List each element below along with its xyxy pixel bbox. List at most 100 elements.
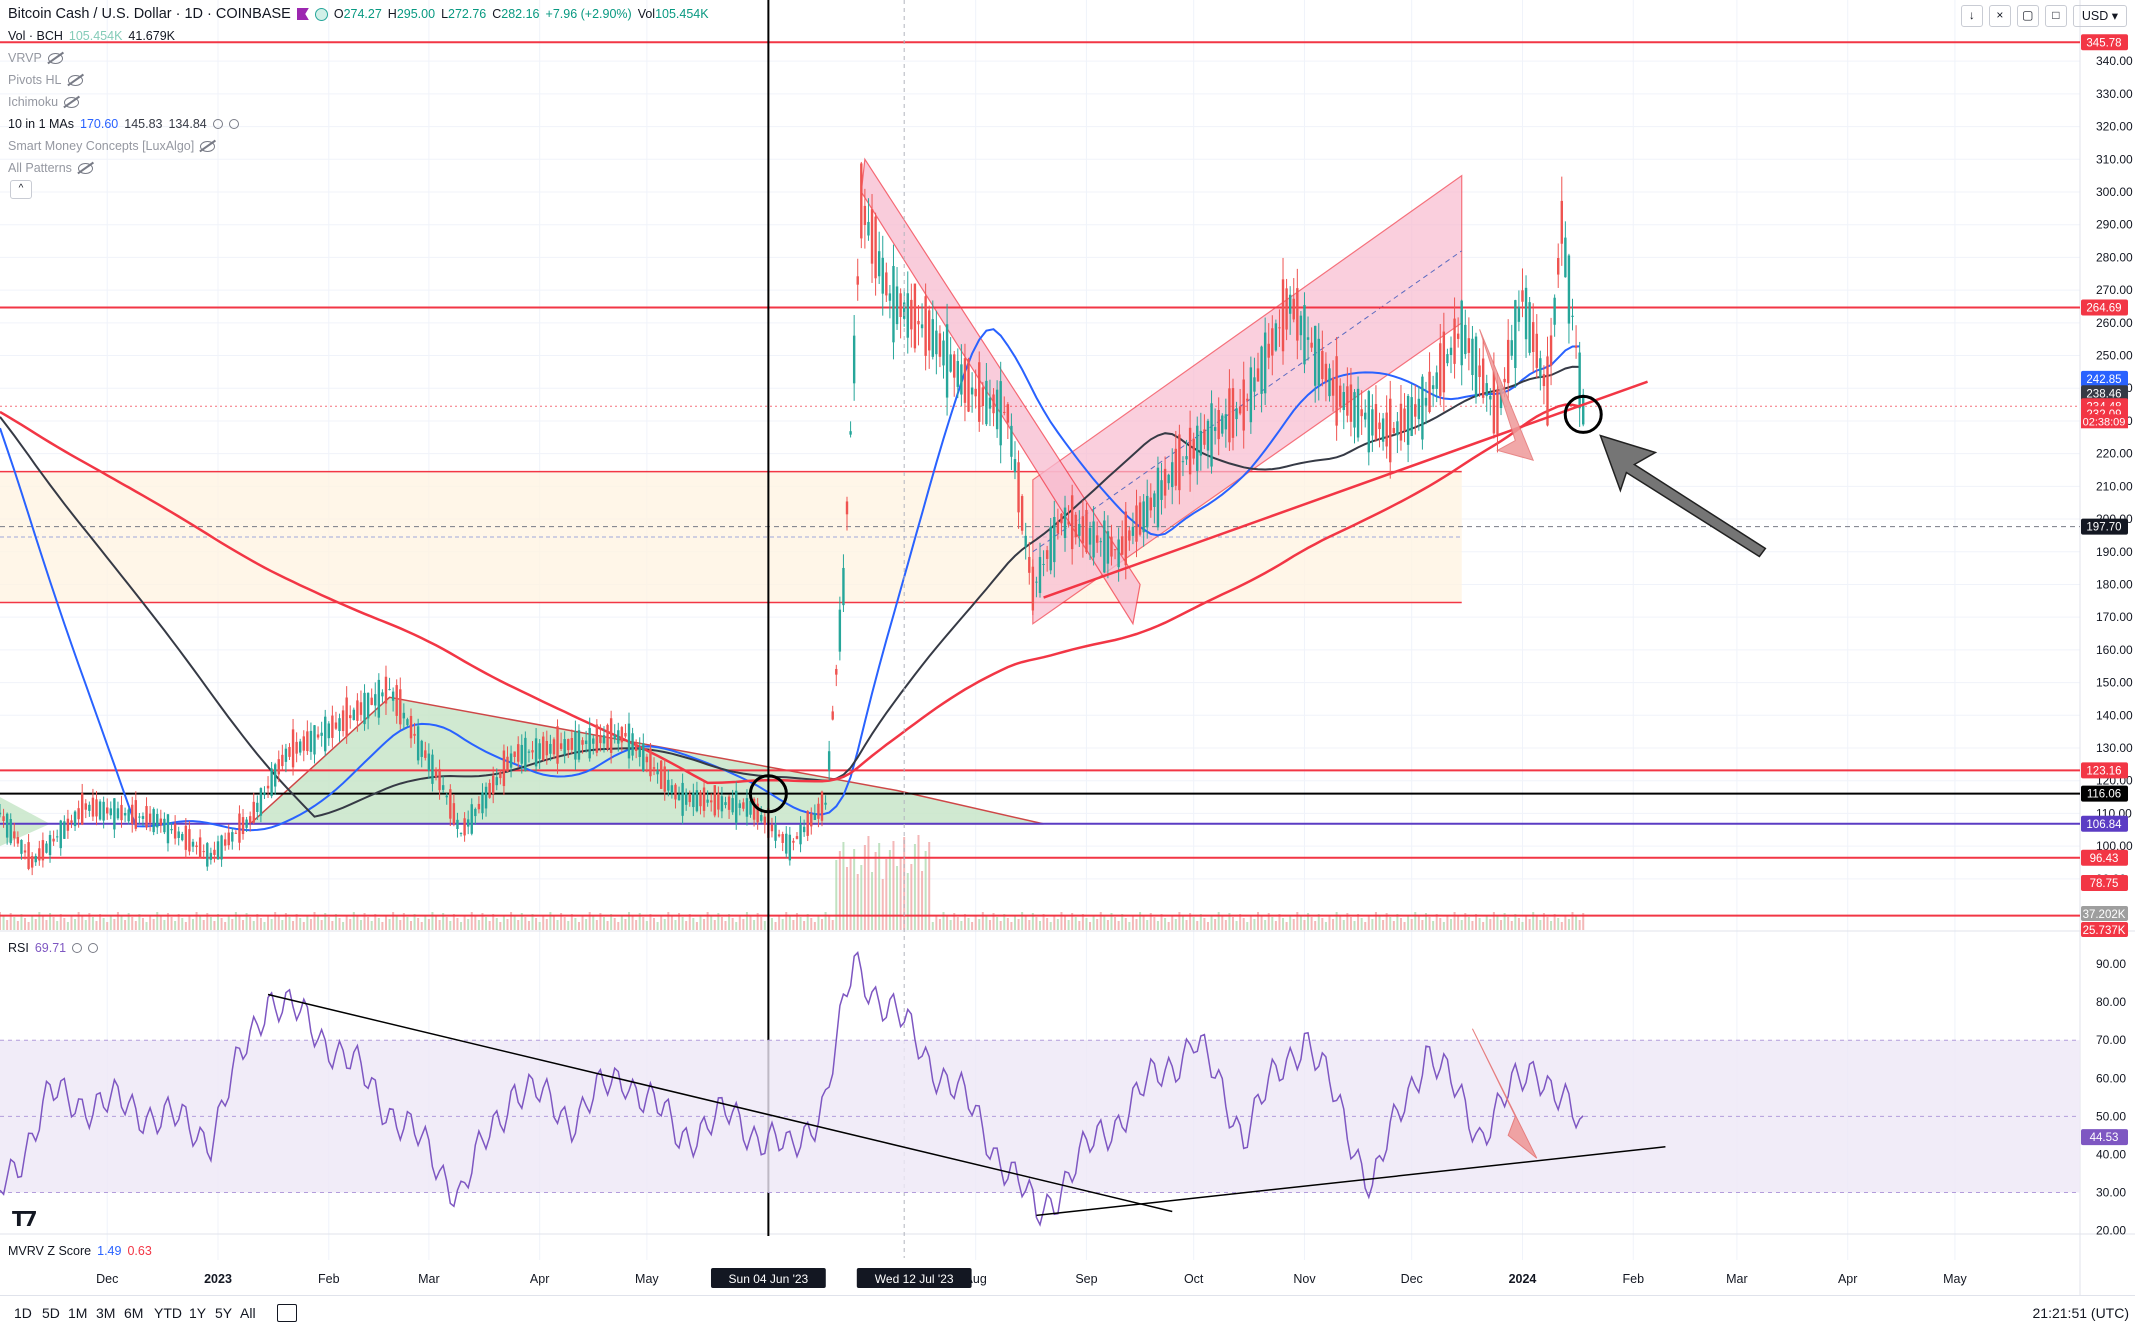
candle-body [377, 679, 381, 718]
tf-button-3m[interactable]: 3M [96, 1305, 116, 1321]
pivots-name[interactable]: Pivots HL [8, 73, 62, 87]
settings-icon[interactable] [212, 119, 223, 129]
volume-bar [227, 915, 230, 930]
calendar-icon[interactable] [277, 1304, 297, 1322]
candle-body [910, 299, 913, 330]
candle-body [731, 798, 734, 813]
volume-bar [817, 915, 820, 930]
tradingview-logo[interactable]: T7 [12, 1207, 38, 1231]
settings-icon[interactable] [72, 943, 83, 953]
level-price-tag: 116.06 [2087, 789, 2121, 801]
candle-body [1506, 339, 1510, 384]
hidden-eye-icon[interactable] [67, 74, 83, 86]
volume-bar [1206, 922, 1209, 930]
candle-body [949, 354, 952, 372]
more-icon[interactable] [88, 943, 99, 953]
rsi-legend[interactable]: RSI 69.71 [8, 941, 99, 955]
hidden-eye-icon[interactable] [64, 96, 80, 108]
candle-body [324, 716, 327, 752]
close-icon[interactable]: × [1988, 5, 2011, 27]
hidden-eye-icon[interactable] [47, 52, 63, 64]
candle-body [1510, 340, 1513, 356]
volume-bar [574, 918, 577, 930]
candle-body [860, 163, 863, 239]
arrow-annotation [1599, 434, 1767, 558]
clock-display[interactable]: 21:21:51 (UTC) [2032, 1305, 2129, 1321]
mas-name[interactable]: 10 in 1 MAs [8, 117, 75, 131]
candle-body [98, 801, 102, 820]
ichimoku-name[interactable]: Ichimoku [8, 95, 59, 109]
candle-body [1539, 358, 1542, 378]
volume-bar [95, 921, 98, 930]
tf-button-1y[interactable]: 1Y [189, 1305, 207, 1321]
volume-bar [302, 922, 305, 930]
rsi-name[interactable]: RSI [8, 941, 29, 955]
symbol-header[interactable]: Bitcoin Cash / U.S. Dollar · 1D · COINBA… [8, 6, 709, 22]
candle-body [452, 803, 456, 824]
volume-bar [1546, 917, 1549, 930]
flag-icon[interactable] [296, 8, 309, 20]
arrow-down-icon[interactable]: ↓ [1960, 5, 1983, 27]
candle-body [195, 845, 198, 848]
series-price-tag: 238.46 [2086, 388, 2121, 400]
candle-body [34, 855, 37, 863]
more-icon[interactable] [228, 119, 239, 129]
tf-button-5y[interactable]: 5Y [215, 1305, 233, 1321]
candle-body [1514, 300, 1517, 369]
horizontal-levels[interactable] [0, 41, 2080, 917]
volume-bar [785, 912, 788, 930]
fullscreen-icon[interactable]: □ [2044, 5, 2067, 27]
mas-legend[interactable]: 10 in 1 MAs 170.60 145.83 134.84 [8, 117, 239, 131]
tf-button-6m[interactable]: 6M [124, 1305, 144, 1321]
volume-bar [1410, 919, 1413, 930]
volume-bar [24, 918, 27, 930]
candle-body [870, 209, 874, 264]
vol-indicator-legend[interactable]: Vol · BCH 105.454K 41.679K [8, 29, 175, 43]
candle-body [978, 362, 981, 422]
candle-body [116, 808, 120, 819]
hidden-eye-icon[interactable] [200, 140, 216, 152]
volume-bar [563, 917, 566, 930]
mvrv-name[interactable]: MVRV Z Score [8, 1244, 92, 1258]
mvrv-legend[interactable]: MVRV Z Score 1.49 0.63 [8, 1244, 152, 1258]
vrvp-legend[interactable]: VRVP [8, 51, 63, 65]
candle-body [992, 394, 995, 414]
patterns-legend[interactable]: All Patterns [8, 161, 93, 175]
smc-legend[interactable]: Smart Money Concepts [LuxAlgo] [8, 139, 216, 153]
smc-name[interactable]: Smart Money Concepts [LuxAlgo] [8, 139, 195, 153]
volume-bar [803, 921, 806, 930]
volume-bar [460, 922, 463, 930]
volume-bar [1253, 919, 1256, 930]
volume-bar [1357, 914, 1360, 930]
hidden-eye-icon[interactable] [77, 162, 93, 174]
tf-button-1m[interactable]: 1M [68, 1305, 88, 1321]
tf-button-all[interactable]: All [240, 1305, 256, 1321]
vol-indicator-name[interactable]: Vol · BCH [8, 29, 63, 43]
patterns-name[interactable]: All Patterns [8, 161, 72, 175]
candle-body [845, 501, 849, 515]
rsi-tick-label: 30.00 [2096, 1186, 2126, 1200]
volume-bar [1489, 919, 1492, 930]
volume-bar [177, 914, 180, 930]
volume-bar [978, 919, 981, 930]
volume-bar [892, 841, 895, 930]
volume-bar [1071, 913, 1074, 930]
candle-body [66, 818, 70, 831]
vrvp-name[interactable]: VRVP [8, 51, 42, 65]
tf-button-1d[interactable]: 1D [14, 1305, 32, 1321]
volume-bar [1139, 912, 1142, 930]
symbol-title[interactable]: Bitcoin Cash / U.S. Dollar · 1D · COINBA… [8, 6, 291, 22]
tf-button-5d[interactable]: 5D [42, 1305, 60, 1321]
currency-select[interactable]: USD ▾ [2072, 5, 2127, 27]
candle-body [248, 816, 252, 824]
pivots-legend[interactable]: Pivots HL [8, 73, 83, 87]
ichimoku-legend[interactable]: Ichimoku [8, 95, 80, 109]
maximize-icon[interactable]: ▢ [2016, 5, 2039, 27]
volume-bar [470, 912, 473, 930]
volume-bar [134, 921, 137, 930]
candle-body [1299, 315, 1303, 336]
volume-bar [585, 919, 588, 930]
collapse-legend-button[interactable]: ^ [10, 180, 32, 199]
tf-button-ytd[interactable]: YTD [154, 1305, 182, 1321]
